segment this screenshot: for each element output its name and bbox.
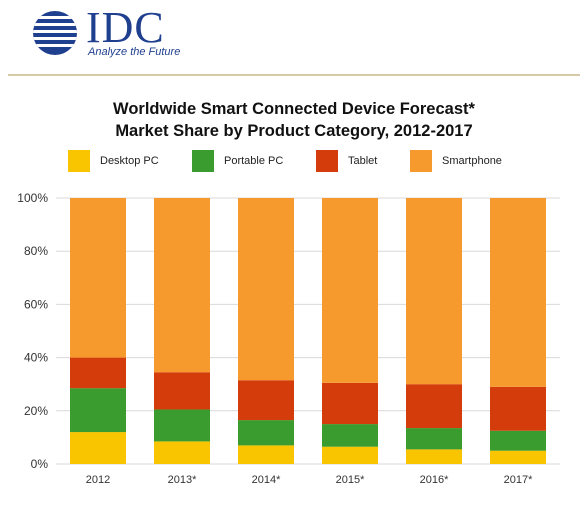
bar-segment-smartphone (154, 198, 210, 373)
bar-segment-tablet (322, 382, 378, 425)
logo-wordmark: IDC (86, 3, 165, 52)
legend-swatch-smartphone (410, 150, 432, 172)
legend: Desktop PC Portable PC Tablet Smartphone (0, 148, 588, 176)
x-tick-label: 2016* (420, 474, 449, 486)
bar-segment-portable-pc (70, 388, 126, 433)
bar-segment-tablet (70, 357, 126, 389)
bar-segment-tablet (490, 386, 546, 431)
chart-title-block: Worldwide Smart Connected Device Forecas… (0, 98, 588, 142)
y-tick-label: 80% (24, 244, 48, 258)
stacked-bar-chart: 0%20%40%60%80%100% 2012 2013* 2014* 2015* 20… (17, 191, 560, 486)
bar-segment-portable-pc (322, 424, 378, 447)
bar-segment-smartphone (70, 198, 126, 358)
bar-segment-desktop-pc (70, 432, 126, 464)
bar-segment-smartphone (490, 198, 546, 387)
bar-segment-desktop-pc (238, 445, 294, 464)
bar-segment-portable-pc (154, 409, 210, 442)
bar-segment-portable-pc (238, 420, 294, 446)
bar-segment-desktop-pc (406, 449, 462, 464)
bar-segment-portable-pc (490, 430, 546, 451)
y-tick-label: 60% (24, 297, 48, 311)
bar-segment-smartphone (322, 198, 378, 383)
x-tick-label: 2012 (86, 474, 110, 486)
logo-tagline: Analyze the Future (88, 46, 181, 58)
bar-segment-smartphone (238, 198, 294, 381)
legend-label-tablet: Tablet (348, 155, 378, 167)
legend-label-smartphone: Smartphone (442, 155, 502, 167)
chart-subtitle: Market Share by Product Category, 2012-2… (115, 122, 473, 140)
legend-swatch-desktop (68, 150, 90, 172)
y-axis-ticks: 0% 20% 40% 60% 80% 100% (17, 191, 48, 471)
bars (70, 198, 546, 464)
grid-lines (56, 197, 560, 465)
bar-segment-tablet (406, 384, 462, 429)
x-tick-label: 2013* (168, 474, 197, 486)
bar-segment-desktop-pc (154, 441, 210, 464)
x-axis-labels: 2012 2013* 2014* 2015* 2016* 2017* (86, 474, 533, 486)
chart-title: Worldwide Smart Connected Device Forecas… (113, 100, 475, 118)
globe-icon (33, 11, 77, 55)
bar-segment-tablet (154, 372, 210, 410)
y-tick-label: 0% (31, 457, 49, 471)
x-tick-label: 2014* (252, 474, 281, 486)
legend-label-desktop: Desktop PC (100, 155, 159, 167)
idc-logo: IDC Analyze the Future (30, 3, 230, 64)
bar-segment-tablet (238, 380, 294, 421)
header: IDC Analyze the Future (0, 0, 588, 70)
legend-label-portable: Portable PC (224, 155, 284, 167)
y-tick-label: 20% (24, 404, 48, 418)
legend-swatch-tablet (316, 150, 338, 172)
header-divider (8, 74, 580, 76)
bar-segment-portable-pc (406, 428, 462, 450)
y-tick-label: 100% (17, 191, 48, 205)
bar-segment-desktop-pc (490, 450, 546, 464)
legend-swatch-portable (192, 150, 214, 172)
x-tick-label: 2015* (336, 474, 365, 486)
bar-segment-desktop-pc (322, 446, 378, 464)
y-tick-label: 40% (24, 351, 48, 365)
bar-segment-smartphone (406, 198, 462, 385)
x-tick-label: 2017* (504, 474, 533, 486)
